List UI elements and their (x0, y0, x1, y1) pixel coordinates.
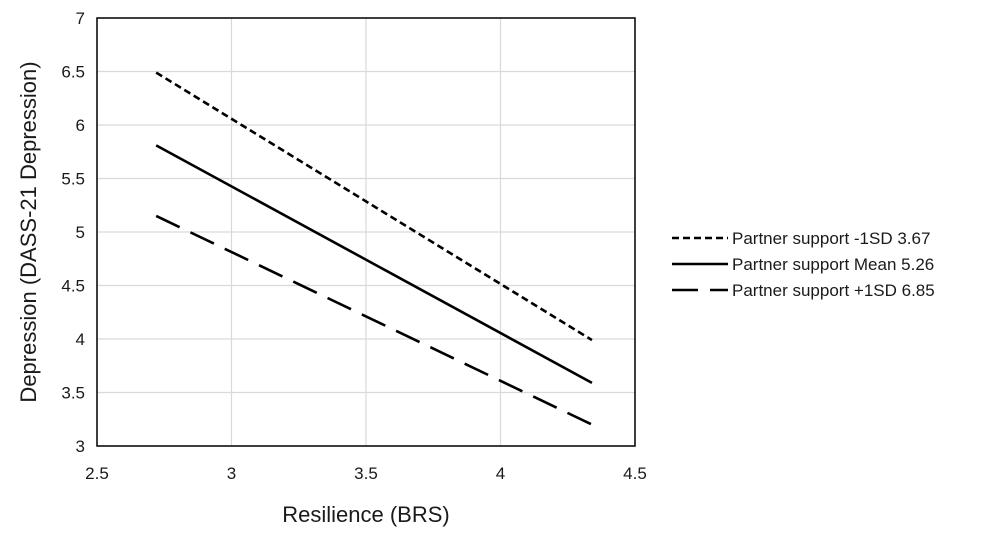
y-tick-label: 7 (76, 9, 85, 28)
legend: Partner support -1SD 3.67 Partner support… (672, 229, 935, 300)
x-tick-label: 3 (227, 464, 236, 483)
legend-label: Partner support Mean 5.26 (732, 255, 934, 274)
y-tick-label: 4.5 (61, 277, 85, 296)
legend-label: Partner support -1SD 3.67 (732, 229, 930, 248)
legend-label: Partner support +1SD 6.85 (732, 281, 935, 300)
plot-area-frame (96, 17, 636, 447)
series-line-solid (155, 144, 593, 385)
series-line-dotted (155, 71, 593, 342)
series-line-dashed (155, 214, 593, 426)
y-tick-label: 6.5 (61, 63, 85, 82)
x-tick-label: 4 (496, 464, 505, 483)
x-axis-title: Resilience (BRS) (282, 502, 450, 527)
x-tick-label: 2.5 (85, 464, 109, 483)
y-tick-label: 6 (76, 116, 85, 135)
y-tick-label: 3 (76, 437, 85, 456)
y-tick-label: 5 (76, 223, 85, 242)
y-tick-label: 4 (76, 330, 85, 349)
y-tick-labels: 3 3.5 4 4.5 5 5.5 6 6.5 7 (61, 9, 85, 456)
x-tick-labels: 2.5 3 3.5 4 4.5 (85, 464, 647, 483)
y-axis-title: Depression (DASS-21 Depression) (16, 61, 41, 402)
series-lines (155, 71, 593, 426)
y-tick-label: 5.5 (61, 170, 85, 189)
x-tick-label: 3.5 (354, 464, 378, 483)
y-tick-label: 3.5 (61, 384, 85, 403)
x-tick-label: 4.5 (623, 464, 647, 483)
grid (96, 17, 636, 447)
